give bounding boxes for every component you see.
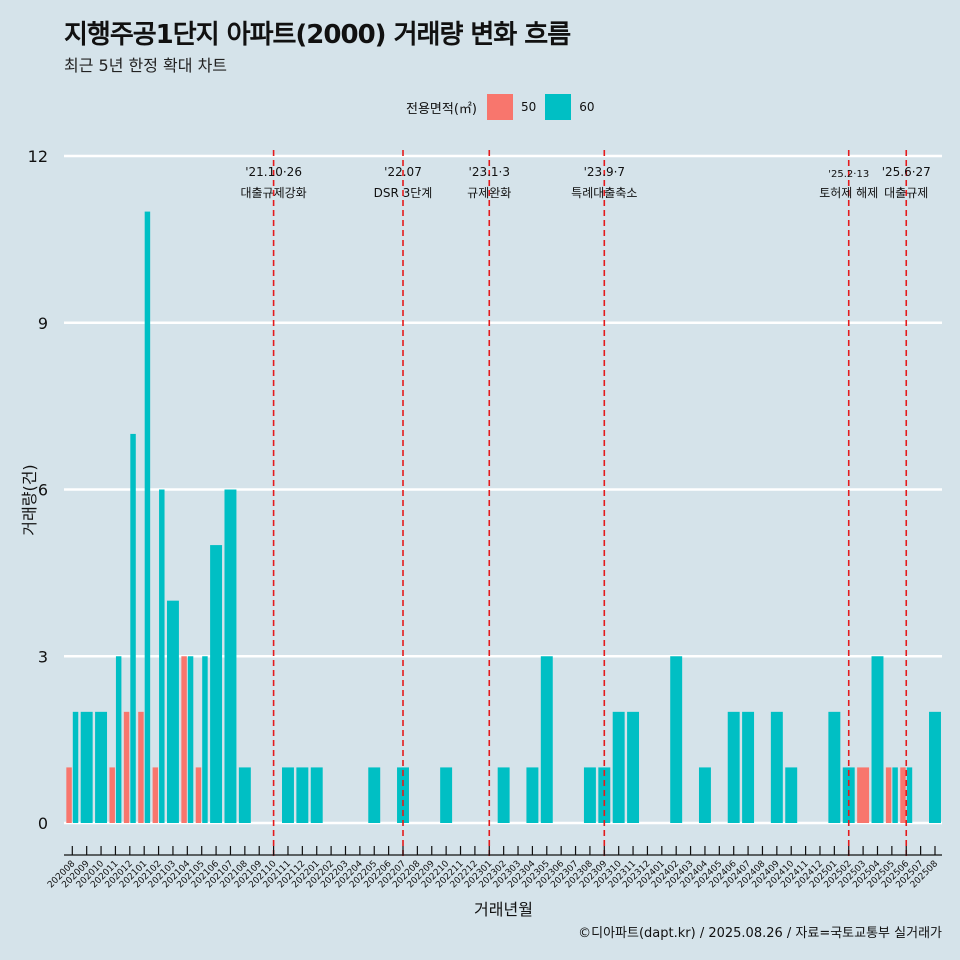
legend-label-50: 50 [520,100,537,114]
bar-60-202308 [583,767,596,823]
bar-60-202101 [144,211,151,824]
bar-60-202104 [187,656,194,823]
y-tick-label: 0 [38,814,48,833]
bar-60-202103 [166,600,179,823]
bar-60-202010 [95,711,108,823]
annotation-date: '23.1·3 [469,165,510,179]
legend-label-60: 60 [579,100,595,114]
bar-50-202008 [66,767,72,823]
bar-60-202505 [892,767,898,823]
bar-60-202302 [497,767,510,823]
bar-60-202012 [130,433,136,823]
bar-50-202011 [109,767,115,823]
bar-60-202106 [210,545,223,823]
annotation-lines [272,150,908,856]
y-axis-ticks: 0 3 6 9 12 [28,147,48,833]
annotation-label: 대출규제강화 [240,186,306,200]
bar-60-202404 [698,767,711,823]
bar-60-202501 [828,711,841,823]
y-tick-label: 12 [28,147,48,166]
bar-60-202111 [282,767,294,823]
x-axis-label: 거래년월 [474,900,533,919]
bar-60-202305 [540,656,553,823]
bar-60-202311 [627,711,640,823]
gridlines [64,154,942,825]
bar-60-202108 [238,767,251,823]
legend-swatch-60 [545,94,572,120]
annotation-label: 특례대출축소 [571,186,637,200]
bar-60-202406 [727,711,740,823]
bar-50-202104 [181,656,187,823]
bar-60-202009 [80,711,93,823]
annotation-date: '23.9·7 [584,165,625,179]
annotation-date: '25.6·27 [882,165,931,179]
bar-50-202505 [885,767,892,823]
bar-50-202102 [152,767,159,823]
bar-60-202409 [770,711,783,823]
annotation-label: 규제완화 [467,186,511,200]
chart-title: 지행주공1단지 아파트(2000) 거래량 변화 흐름 [64,20,571,50]
bar-50-202101 [138,711,144,823]
legend-swatch-50 [486,94,513,120]
bar-60-202310 [612,711,625,823]
caption: ©디아파트(dapt.kr) / 2025.08.26 / 자료=국토교통부 실… [578,926,942,941]
bar-60-202112 [296,767,309,823]
legend-title: 전용면적(㎡) [406,101,477,117]
bar-50-202012 [123,711,130,823]
bar-50-202503 [857,767,870,823]
bar-60-202210 [440,767,453,823]
y-tick-label: 6 [38,481,48,500]
annotations: '21.10·26 대출규제강화 '22.07 DSR 3단계 '23.1·3 규제완화 '… [240,165,930,200]
annotation-date: '21.10·26 [245,165,302,179]
bar-60-202407 [742,711,755,823]
annotation-label: DSR 3단계 [374,186,433,200]
bar-60-202011 [115,656,122,823]
annotation-date: '22.07 [384,165,422,179]
y-tick-label: 9 [38,314,48,333]
legend: 전용면적(㎡) 50 60 [406,93,595,121]
annotation-label: 대출규제 [884,186,928,200]
bar-50-202506 [900,767,906,823]
bar-60-202107 [224,489,237,823]
bar-60-202008 [72,711,79,823]
annotation-date: '25.2·13 [828,169,869,180]
bars [66,211,941,824]
bar-50-202105 [195,767,202,823]
bar-60-202205 [368,767,381,823]
bar-60-202506 [906,767,913,823]
bar-60-202102 [159,489,165,823]
bar-60-202410 [785,767,798,823]
bar-60-202402 [670,656,683,823]
bar-60-202508 [929,711,941,823]
chart-subtitle: 최근 5년 한정 확대 차트 [64,56,228,75]
x-axis: 2020082020092020102020112020122021012021… [46,846,942,890]
bar-60-202201 [310,767,323,823]
y-tick-label: 3 [38,647,48,666]
bar-60-202304 [526,767,539,823]
annotation-label: 토허제 해제 [819,186,878,200]
bar-60-202105 [202,656,208,823]
bar-60-202504 [871,656,884,823]
y-axis-label: 거래량(건) [20,464,39,536]
